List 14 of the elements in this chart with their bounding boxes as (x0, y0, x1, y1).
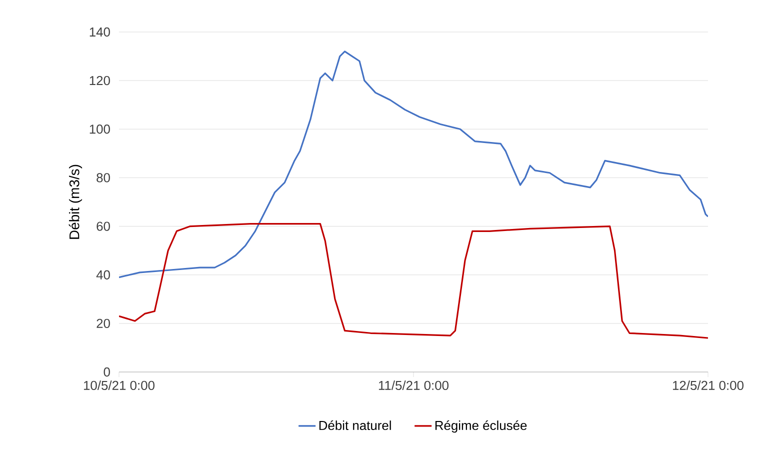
y-tick-label: 20 (96, 318, 110, 328)
y-tick-label: 140 (90, 27, 110, 37)
y-tick-label: 120 (90, 76, 110, 86)
x-tick-label: 11/5/21 0:00 (378, 380, 449, 390)
y-axis-title: Débit (m3/s) (68, 164, 82, 239)
y-tick-label: 60 (96, 222, 110, 231)
y-tick-label: 80 (96, 173, 110, 182)
x-tick-label: 10/5/21 0:00 (84, 380, 154, 390)
legend-label: Régime éclusée (435, 420, 527, 433)
y-tick-label: 40 (96, 270, 110, 280)
y-tick-label: 100 (90, 124, 110, 134)
x-tick-label: 12/5/21 0:00 (672, 380, 744, 390)
legend-label: Débit naturel (319, 420, 391, 430)
y-tick-label: 0 (104, 367, 110, 377)
